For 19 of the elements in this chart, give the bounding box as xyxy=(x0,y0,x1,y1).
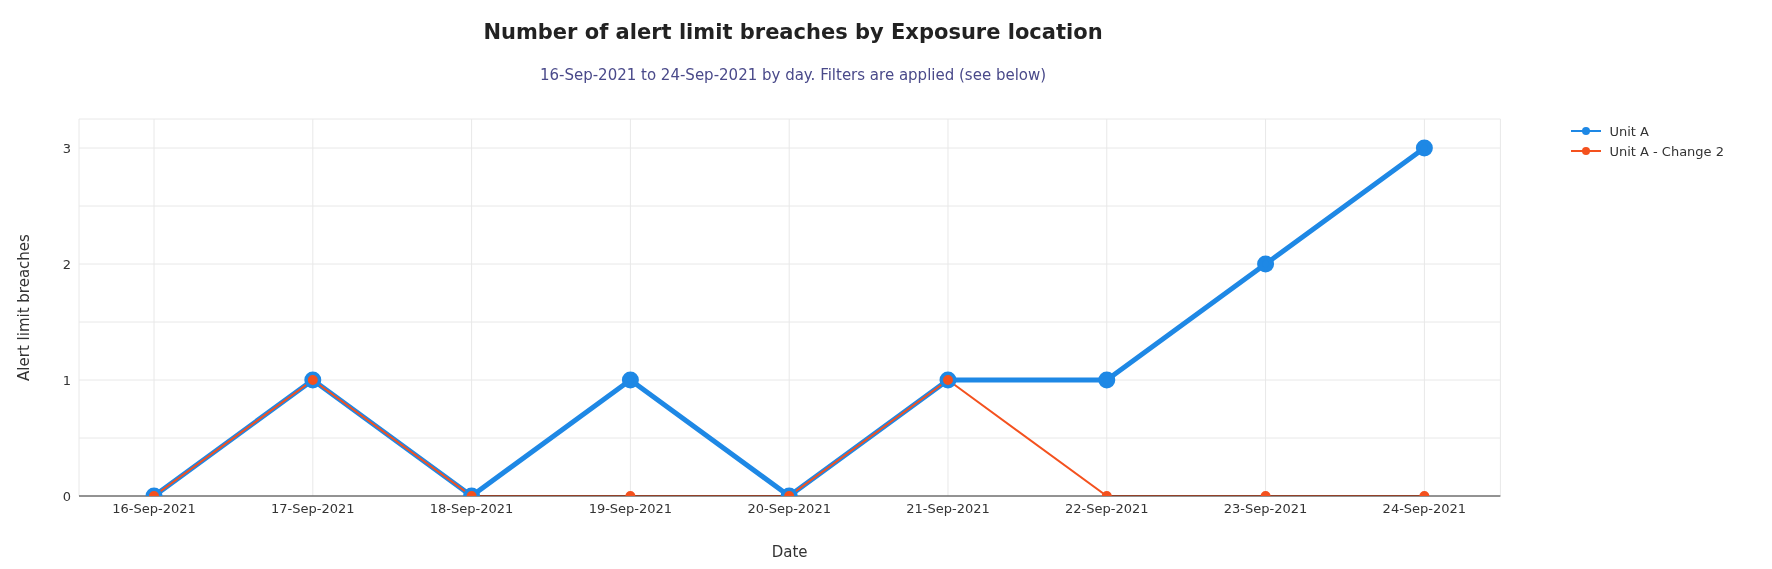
x-axis-title: Date xyxy=(771,543,808,561)
y-axis-title: Alert limit breaches xyxy=(15,233,34,381)
y-tick-label: 0 xyxy=(62,488,71,504)
y-tick-label: 2 xyxy=(62,256,71,272)
x-tick-label: 16-Sep-2021 xyxy=(112,501,196,517)
chart-title: Number of alert limit breaches by Exposure location xyxy=(482,20,1104,44)
y-tick-label: 1 xyxy=(62,372,71,388)
legend-label: Unit A xyxy=(1609,123,1649,139)
chart-subtitle: 16-Sep-2021 to 24-Sep-2021 by day. Filters are applied (see below) xyxy=(538,66,1048,84)
x-tick-label: 19-Sep-2021 xyxy=(588,501,673,517)
legend-label: Unit A - Change 2 xyxy=(1609,143,1724,159)
x-tick-label: 18-Sep-2021 xyxy=(429,501,514,517)
x-tick-label: 17-Sep-2021 xyxy=(271,501,355,517)
y-tick-label: 3 xyxy=(62,140,71,156)
x-tick-label: 21-Sep-2021 xyxy=(906,501,990,517)
x-tick-label: 22-Sep-2021 xyxy=(1065,501,1149,517)
x-tick-label: 23-Sep-2021 xyxy=(1223,501,1308,517)
x-tick-label: 24-Sep-2021 xyxy=(1382,501,1467,517)
x-tick-label: 20-Sep-2021 xyxy=(747,501,831,517)
